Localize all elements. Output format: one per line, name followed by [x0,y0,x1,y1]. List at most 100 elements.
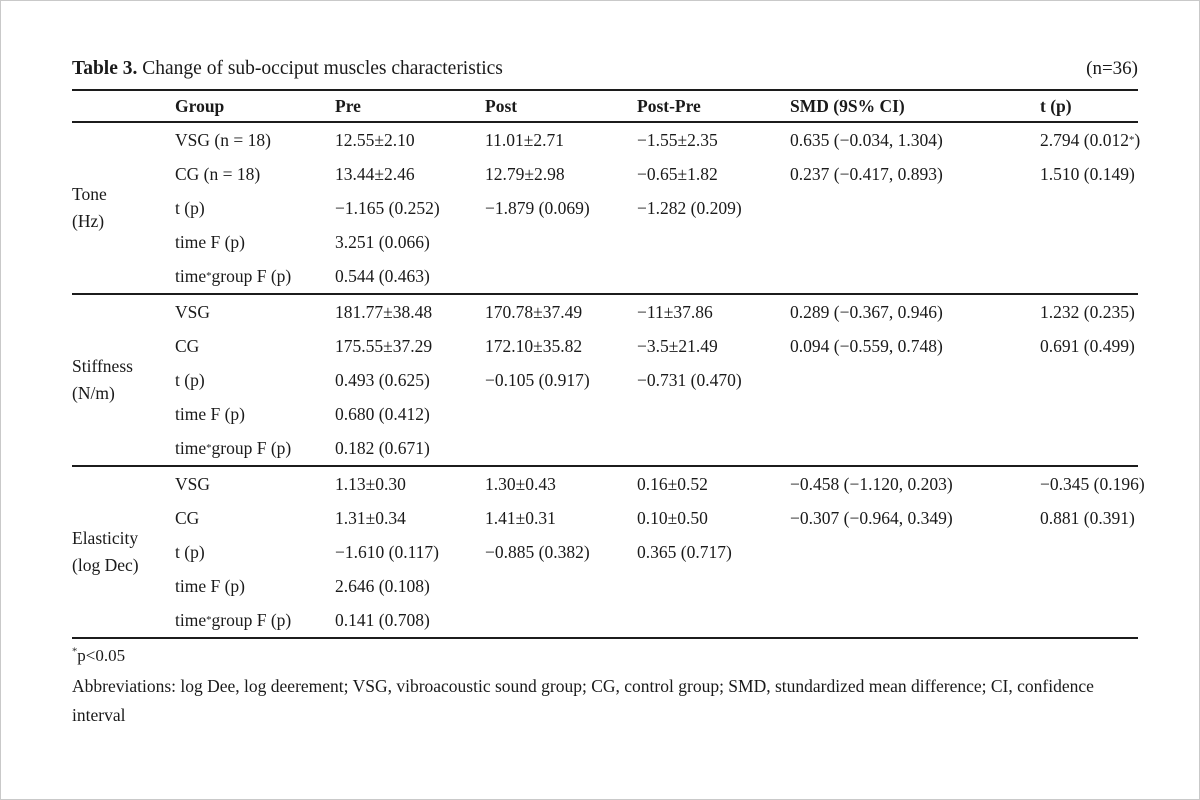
table-cell: −0.885 (0.382) [485,541,590,562]
table-cell [1040,603,1138,637]
table-cell: −1.879 (0.069) [485,197,590,218]
row-header: time F (p) [175,403,245,424]
table-cell [485,569,637,603]
table-cell [1040,535,1138,569]
table-cell: 1.30±0.43 [485,473,556,494]
table-cell: −1.610 (0.117) [335,541,440,562]
table-cell [1040,397,1138,431]
table-group: Stiffness (N/m) VSG 181.77±38.48 170.78±37.4… [72,295,1138,467]
group-label: Tone (Hz) [72,123,175,293]
table-cell [1040,363,1138,397]
table-cell: 0.881 (0.391) [1040,507,1135,528]
table-cell: 0.141 (0.708) [335,609,430,630]
table-cell [485,397,637,431]
table-cell [637,569,790,603]
table-cell: −1.165 (0.252) [335,197,440,218]
abbreviations-footnote: Abbreviations: log Dee, log deerement; V… [72,676,1094,725]
row-header: VSG [175,473,211,494]
row-header: CG (n = 18) [175,163,261,184]
table-cell [790,603,1040,637]
group-label-line: Tone [72,184,107,204]
group-label: Stiffness (N/m) [72,295,175,465]
table-cell [790,225,1040,259]
table-cell [790,535,1040,569]
column-header: Group [175,95,225,116]
table-cell: 2.646 (0.108) [335,575,430,596]
table-cell: 0.544 (0.463) [335,265,430,286]
group-label: Elasticity (log Dec) [72,467,175,637]
table-cell [637,431,790,465]
row-header: VSG (n = 18) [175,129,271,150]
table-cell: −0.65±1.82 [637,163,718,184]
table-group: Elasticity (log Dec) VSG 1.13±0.30 1.30±0.43… [72,467,1145,639]
table-cell [1040,259,1138,293]
table-cell: 11.01±2.71 [485,129,564,150]
row-header: t (p) [175,369,205,390]
table-caption-text: Change of sub-occiput muscles characteri… [137,58,503,79]
table-cell [637,259,790,293]
table-cell: 12.79±2.98 [485,163,565,184]
table-cell [1040,569,1138,603]
table-cell: −1.55±2.35 [637,129,718,150]
table-cell: 0.691 (0.499) [1040,335,1135,356]
table-cell [790,363,1040,397]
table-body: Tone (Hz) VSG (n = 18) 12.55±2.10 11.01±2.71… [72,123,1145,639]
group-label-line: (Hz) [72,211,105,231]
column-header: Post-Pre [637,95,701,116]
sample-size-note: (n=36) [1086,58,1138,79]
table-cell [790,431,1040,465]
table-cell: −0.731 (0.470) [637,369,742,390]
table-cell: −0.458 (−1.120, 0.203) [790,473,953,494]
column-header: SMD (9S% CI) [790,95,905,116]
table-cell: 0.237 (−0.417, 0.893) [790,163,943,184]
table-cell: 1.31±0.34 [335,507,406,528]
table-cell: 0.16±0.52 [637,473,708,494]
table-cell: 0.094 (−0.559, 0.748) [790,335,943,356]
table-cell: 1.13±0.30 [335,473,406,494]
row-header: time F (p) [175,231,245,252]
row-header: t (p) [175,197,205,218]
table-cell: −11±37.86 [637,301,713,322]
table-cell: 2.794 (0.012 *) [1040,129,1141,150]
group-label-line: (log Dec) [72,555,139,575]
table-cell [637,225,790,259]
table-cell: −1.282 (0.209) [637,197,742,218]
table-cell: 0.10±0.50 [637,507,708,528]
table-cell: 0.182 (0.671) [335,437,430,458]
group-label-line: Elasticity [72,528,139,548]
table-cell: 181.77±38.48 [335,301,433,322]
table-cell [485,603,637,637]
row-header: CG [175,507,200,528]
table-header-row: Group Pre Post Post-Pre SMD (9S% CI) t (p) [72,89,1138,123]
table-cell [1040,191,1138,225]
table-cell: −3.5±21.49 [637,335,718,356]
table-cell: 12.55±2.10 [335,129,415,150]
table-cell: −0.307 (−0.964, 0.349) [790,507,953,528]
table-cell [637,397,790,431]
row-header: VSG [175,301,211,322]
table-cell [485,431,637,465]
table-cell [1040,225,1138,259]
table-cell: 170.78±37.49 [485,301,583,322]
table-cell: −0.345 (0.196) [1040,473,1145,494]
significance-footnote: *p<0.05 [72,646,126,665]
table-cell [485,225,637,259]
table-group: Tone (Hz) VSG (n = 18) 12.55±2.10 11.01±2.71… [72,123,1141,295]
table-cell: 172.10±35.82 [485,335,583,356]
row-header: time F (p) [175,575,245,596]
row-header: time * group F (p) [175,437,292,458]
table-cell: 13.44±2.46 [335,163,415,184]
table-cell: 0.365 (0.717) [637,541,732,562]
table-caption-row: Table 3. Change of sub-occiput muscles c… [72,58,1138,89]
table-cell: 0.493 (0.625) [335,369,430,390]
table-cell: 1.510 (0.149) [1040,163,1135,184]
row-header: time * group F (p) [175,265,292,286]
table-number: Table 3. [72,58,138,79]
table-cell [790,259,1040,293]
table-cell [790,191,1040,225]
column-header [72,91,175,121]
table-cell [790,569,1040,603]
row-header: CG [175,335,200,356]
table-cell: 0.680 (0.412) [335,403,430,424]
table-cell [485,259,637,293]
